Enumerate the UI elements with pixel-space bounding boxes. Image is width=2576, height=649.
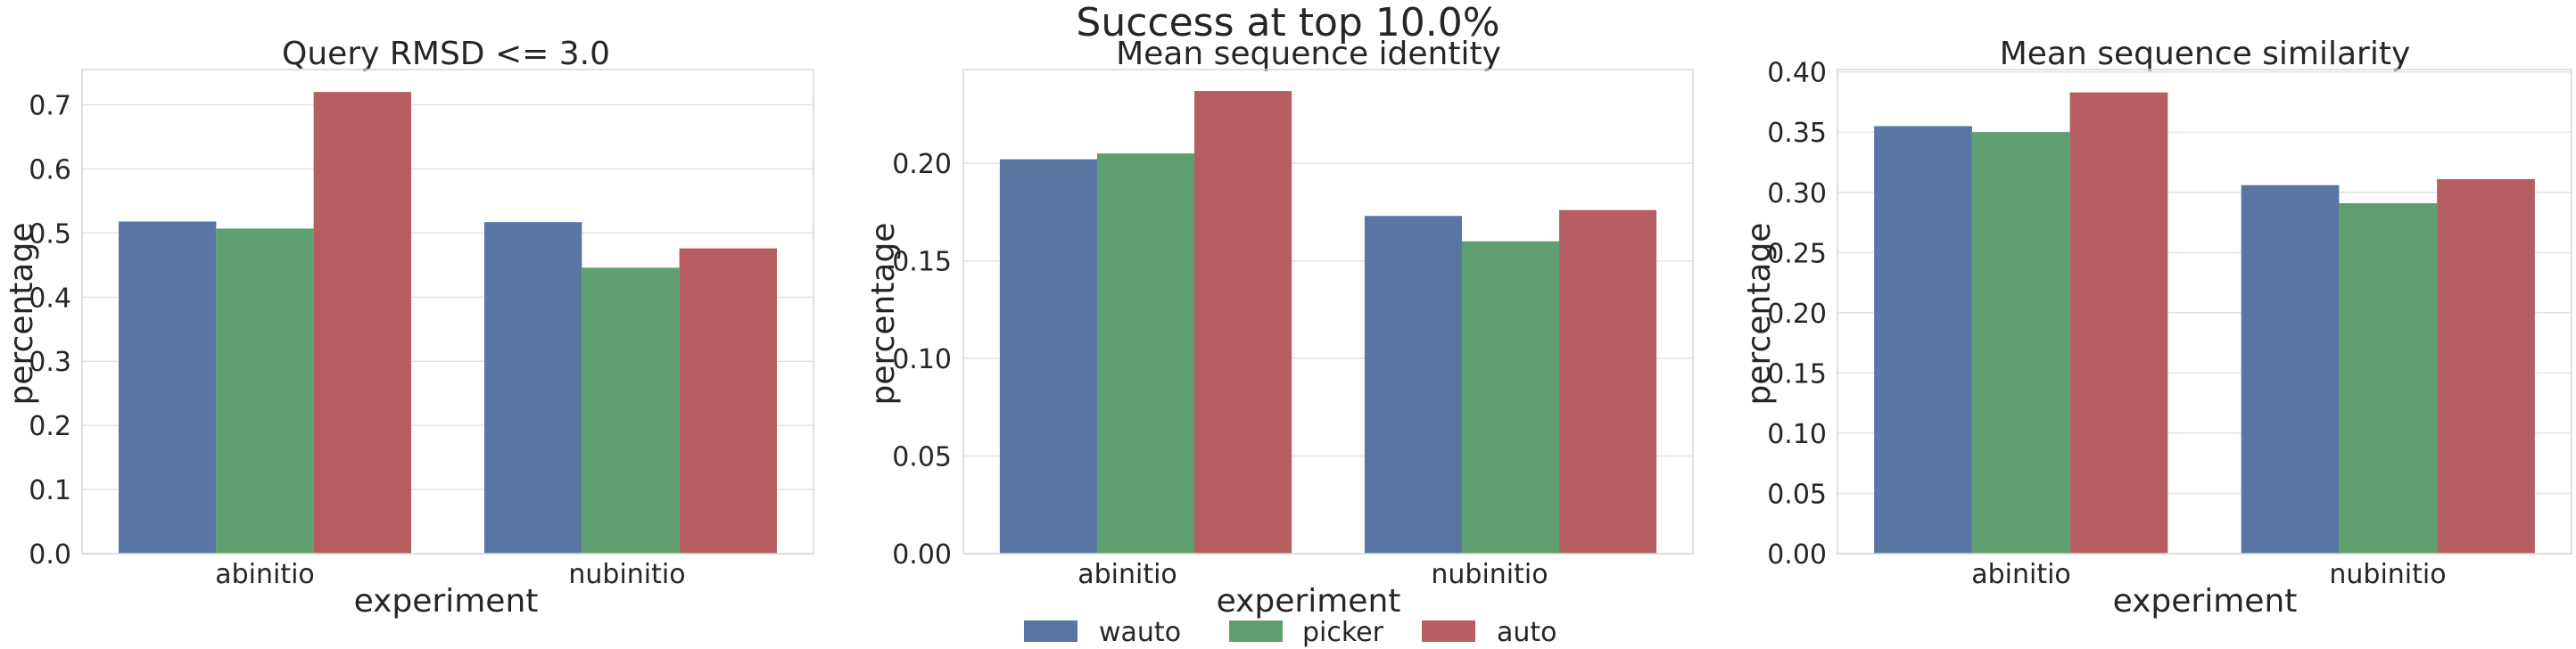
legend-swatch-auto: [1422, 620, 1475, 642]
panel-3-xtick-nubinitio: nubinitio: [2329, 559, 2446, 590]
y-tick-label: 0.10: [1767, 419, 1827, 450]
legend-label-picker: picker: [1302, 617, 1384, 648]
y-tick-label: 0.00: [892, 539, 952, 571]
y-tick-label: 0.7: [29, 91, 71, 122]
panel-2-frame: [962, 69, 1694, 555]
panel-2-xlabel: experiment: [1217, 583, 1401, 620]
panel-2-bars: [999, 91, 1657, 555]
bar-picker-abinitio: [216, 228, 314, 554]
figure-suptitle: Success at top 10.0%: [1076, 0, 1499, 45]
panel-1-frame: [81, 69, 814, 555]
legend-swatch-wauto: [1024, 620, 1077, 642]
panel-3-xlabel: experiment: [2113, 583, 2298, 620]
panel-3-bars: [1874, 92, 2535, 555]
panel-3-frame: [1837, 69, 2572, 555]
panel-3-y-ticks: 0.00 0.05 0.10 0.15 0.20 0.25 0.30 0.35 0.40: [1767, 58, 1827, 571]
y-tick-label: 0.0: [29, 539, 71, 571]
bar-wauto-abinitio: [999, 159, 1097, 554]
y-tick-label: 0.25: [1767, 238, 1827, 269]
panel-2-xtick-abinitio: abinitio: [1077, 559, 1177, 590]
legend-label-wauto: wauto: [1099, 617, 1181, 648]
panel-1-xtick-nubinitio: nubinitio: [568, 559, 685, 590]
bar-wauto-abinitio: [1874, 126, 1972, 554]
panel-1-title: Query RMSD <= 3.0: [282, 36, 610, 72]
panel-3-x-ticks: abinitio nubinitio: [1971, 559, 2446, 590]
panel-2-xtick-nubinitio: nubinitio: [1431, 559, 1548, 590]
y-tick-label: 0.40: [1767, 58, 1827, 89]
y-tick-label: 0.3: [29, 347, 71, 378]
y-tick-label: 0.5: [29, 218, 71, 250]
bar-wauto-abinitio: [119, 221, 217, 554]
y-tick-label: 0.15: [1767, 358, 1827, 390]
panel-1-x-ticks: abinitio nubinitio: [215, 559, 685, 590]
panel-1-bars: [119, 92, 777, 555]
bar-auto-abinitio: [2069, 92, 2168, 554]
bar-picker-nubinitio: [2339, 202, 2438, 554]
bar-picker-nubinitio: [1461, 241, 1560, 554]
legend: wauto picker auto: [1024, 617, 1557, 648]
y-tick-label: 0.4: [29, 283, 71, 314]
y-tick-label: 0.15: [892, 247, 952, 278]
panel-1-y-ticks: 0.0 0.1 0.2 0.3 0.4 0.5 0.6 0.7: [29, 91, 71, 571]
panel-1-ylabel: percentage: [4, 223, 40, 406]
panel-2-ylabel: percentage: [865, 223, 902, 406]
y-tick-label: 0.20: [1767, 299, 1827, 330]
panel-2-x-ticks: abinitio nubinitio: [1077, 559, 1548, 590]
bar-auto-nubinitio: [1559, 209, 1657, 555]
panel-query-rmsd: Query RMSD <= 3.0 experiment percentage …: [4, 36, 814, 620]
y-tick-label: 0.6: [29, 154, 71, 185]
bar-wauto-nubinitio: [1364, 216, 1462, 554]
bar-wauto-nubinitio: [484, 222, 582, 554]
bar-picker-abinitio: [1096, 153, 1195, 554]
y-tick-label: 0.2: [29, 411, 71, 442]
bar-picker-nubinitio: [582, 267, 680, 554]
panel-mean-sequence-identity: Mean sequence identity experiment percen…: [865, 36, 1694, 620]
panel-1-xtick-abinitio: abinitio: [215, 559, 315, 590]
y-tick-label: 0.20: [892, 149, 952, 180]
y-tick-label: 0.10: [892, 344, 952, 375]
y-tick-label: 0.1: [29, 475, 71, 506]
bar-auto-nubinitio: [679, 248, 777, 554]
bar-auto-abinitio: [313, 92, 411, 555]
bar-auto-nubinitio: [2437, 178, 2535, 554]
panel-2-title: Mean sequence identity: [1116, 36, 1501, 72]
bar-wauto-nubinitio: [2241, 185, 2340, 555]
legend-swatch-picker: [1229, 620, 1283, 642]
panel-3-ylabel: percentage: [1741, 223, 1778, 406]
bar-picker-abinitio: [1971, 132, 2070, 554]
panel-1-xlabel: experiment: [354, 583, 539, 620]
legend-label-auto: auto: [1497, 617, 1557, 648]
y-tick-label: 0.35: [1767, 118, 1827, 149]
panel-mean-sequence-similarity: Mean sequence similarity experiment perc…: [1741, 36, 2572, 620]
bar-auto-abinitio: [1194, 91, 1292, 555]
y-tick-label: 0.00: [1767, 539, 1827, 571]
panel-3-xtick-abinitio: abinitio: [1971, 559, 2071, 590]
panel-3-title: Mean sequence similarity: [2000, 36, 2411, 72]
panel-2-y-ticks: 0.00 0.05 0.10 0.15 0.20: [892, 149, 952, 571]
y-tick-label: 0.05: [1767, 479, 1827, 510]
y-tick-label: 0.30: [1767, 178, 1827, 209]
y-tick-label: 0.05: [892, 442, 952, 473]
